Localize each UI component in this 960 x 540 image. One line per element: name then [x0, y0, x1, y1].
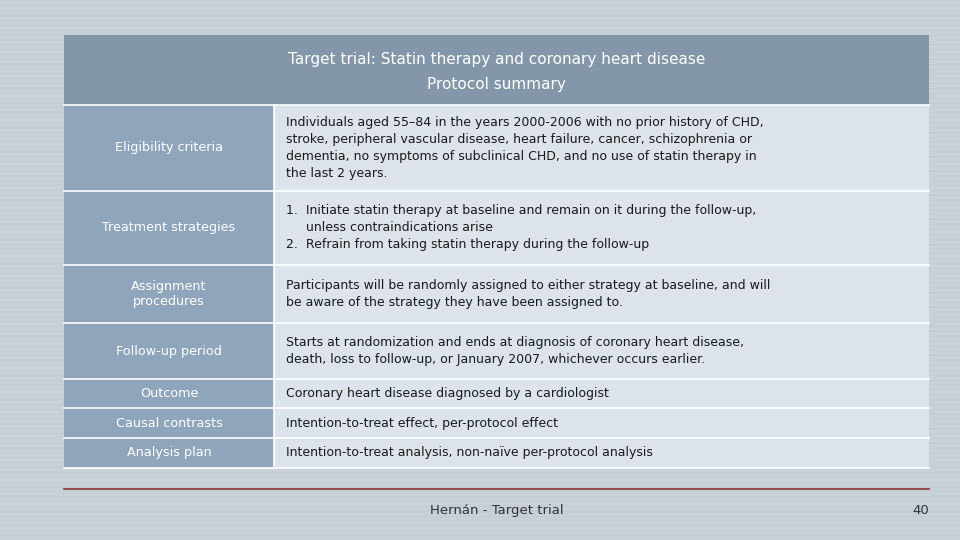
Bar: [64, 35, 929, 105]
Text: Coronary heart disease diagnosed by a cardiologist: Coronary heart disease diagnosed by a ca…: [286, 387, 609, 400]
Text: Intention-to-treat effect, per-protocol effect: Intention-to-treat effect, per-protocol …: [286, 416, 558, 430]
Text: Causal contrasts: Causal contrasts: [115, 416, 223, 430]
Text: Protocol summary: Protocol summary: [427, 77, 566, 92]
Bar: [64, 408, 274, 438]
Bar: [274, 323, 929, 379]
Text: Target trial: Statin therapy and coronary heart disease: Target trial: Statin therapy and coronar…: [288, 52, 706, 67]
Bar: [274, 379, 929, 408]
Text: Analysis plan: Analysis plan: [127, 446, 211, 460]
Text: 40: 40: [913, 504, 929, 517]
Bar: [274, 265, 929, 323]
Text: Eligibility criteria: Eligibility criteria: [115, 141, 223, 154]
Text: Treatment strategies: Treatment strategies: [103, 221, 235, 234]
Bar: [64, 191, 274, 265]
Bar: [274, 438, 929, 468]
Text: Hernán - Target trial: Hernán - Target trial: [430, 504, 564, 517]
Text: 1.  Initiate statin therapy at baseline and remain on it during the follow-up,
 : 1. Initiate statin therapy at baseline a…: [286, 204, 756, 252]
Text: Participants will be randomly assigned to either strategy at baseline, and will
: Participants will be randomly assigned t…: [286, 279, 771, 309]
Text: Assignment
procedures: Assignment procedures: [132, 280, 206, 308]
Text: Outcome: Outcome: [140, 387, 198, 400]
Bar: [64, 265, 274, 323]
Bar: [274, 408, 929, 438]
Bar: [64, 379, 274, 408]
Text: Follow-up period: Follow-up period: [116, 345, 222, 357]
Bar: [274, 191, 929, 265]
Text: Starts at randomization and ends at diagnosis of coronary heart disease,
death, : Starts at randomization and ends at diag…: [286, 336, 744, 366]
Text: Individuals aged 55–84 in the years 2000-2006 with no prior history of CHD,
stro: Individuals aged 55–84 in the years 2000…: [286, 116, 764, 180]
Bar: [64, 35, 929, 468]
Bar: [64, 323, 274, 379]
Bar: [274, 105, 929, 191]
Text: Intention-to-treat analysis, non-naïve per-protocol analysis: Intention-to-treat analysis, non-naïve p…: [286, 446, 653, 460]
Bar: [64, 105, 274, 191]
Bar: [64, 438, 274, 468]
